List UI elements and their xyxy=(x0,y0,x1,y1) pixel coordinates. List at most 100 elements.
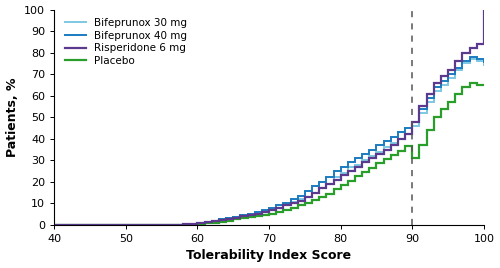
Bifeprunox 30 mg xyxy=(252,213,258,216)
Bifeprunox 30 mg xyxy=(338,172,344,175)
Bifeprunox 40 mg xyxy=(431,85,437,89)
Placebo xyxy=(223,219,229,222)
Bifeprunox 30 mg xyxy=(273,206,279,209)
Risperidone 6 mg xyxy=(302,195,308,199)
Placebo xyxy=(438,107,444,110)
Risperidone 6 mg xyxy=(474,42,480,46)
Bifeprunox 30 mg xyxy=(445,77,451,80)
Bifeprunox 30 mg xyxy=(481,64,487,67)
Bifeprunox 30 mg xyxy=(266,208,272,211)
Bifeprunox 30 mg xyxy=(474,59,480,63)
Bifeprunox 30 mg xyxy=(316,187,322,190)
Risperidone 6 mg xyxy=(259,210,265,214)
Bifeprunox 30 mg xyxy=(294,198,300,201)
Bifeprunox 40 mg xyxy=(230,215,236,218)
Risperidone 6 mg xyxy=(51,223,57,226)
Bifeprunox 40 mg xyxy=(208,219,214,222)
Bifeprunox 40 mg xyxy=(466,55,472,58)
Bifeprunox 40 mg xyxy=(187,222,193,225)
Bifeprunox 30 mg xyxy=(359,159,365,162)
Risperidone 6 mg xyxy=(294,200,300,203)
Placebo xyxy=(238,217,244,220)
Bifeprunox 40 mg xyxy=(316,180,322,183)
Placebo xyxy=(259,214,265,217)
Bifeprunox 30 mg xyxy=(51,223,57,226)
Risperidone 6 mg xyxy=(252,213,258,216)
Risperidone 6 mg xyxy=(431,81,437,84)
Placebo xyxy=(338,183,344,187)
Risperidone 6 mg xyxy=(416,105,422,108)
Y-axis label: Patients, %: Patients, % xyxy=(6,77,18,157)
Placebo xyxy=(202,222,207,225)
Risperidone 6 mg xyxy=(280,204,286,207)
Risperidone 6 mg xyxy=(366,157,372,160)
Bifeprunox 40 mg xyxy=(410,120,416,123)
Bifeprunox 40 mg xyxy=(374,144,380,147)
Bifeprunox 40 mg xyxy=(180,223,186,226)
Risperidone 6 mg xyxy=(410,120,416,123)
Bifeprunox 30 mg xyxy=(208,219,214,222)
Bifeprunox 30 mg xyxy=(302,195,308,199)
Risperidone 6 mg xyxy=(352,165,358,168)
Bifeprunox 40 mg xyxy=(244,212,250,215)
Placebo xyxy=(302,202,308,205)
Placebo xyxy=(266,213,272,216)
Line: Placebo: Placebo xyxy=(54,83,484,225)
Bifeprunox 30 mg xyxy=(324,182,330,185)
Bifeprunox 30 mg xyxy=(194,221,200,224)
Placebo xyxy=(431,116,437,119)
Risperidone 6 mg xyxy=(173,223,179,226)
Placebo xyxy=(352,175,358,178)
Bifeprunox 30 mg xyxy=(366,154,372,158)
Bifeprunox 40 mg xyxy=(194,221,200,224)
Placebo xyxy=(345,179,351,182)
Risperidone 6 mg xyxy=(359,161,365,164)
Bifeprunox 30 mg xyxy=(438,83,444,87)
Bifeprunox 40 mg xyxy=(223,216,229,219)
Risperidone 6 mg xyxy=(187,222,193,226)
Placebo xyxy=(288,206,294,209)
Placebo xyxy=(252,215,258,218)
Bifeprunox 30 mg xyxy=(380,146,386,149)
Bifeprunox 40 mg xyxy=(302,190,308,193)
Bifeprunox 40 mg xyxy=(202,220,207,223)
Bifeprunox 30 mg xyxy=(395,137,401,140)
Placebo xyxy=(324,192,330,195)
Bifeprunox 40 mg xyxy=(438,79,444,82)
Bifeprunox 40 mg xyxy=(402,126,408,130)
Risperidone 6 mg xyxy=(452,59,458,63)
Placebo xyxy=(374,162,380,165)
Placebo xyxy=(460,85,466,89)
Bifeprunox 30 mg xyxy=(374,150,380,153)
Bifeprunox 40 mg xyxy=(238,214,244,217)
Bifeprunox 40 mg xyxy=(173,223,179,226)
Bifeprunox 40 mg xyxy=(216,218,222,221)
Bifeprunox 30 mg xyxy=(230,216,236,219)
Bifeprunox 40 mg xyxy=(424,96,430,99)
Risperidone 6 mg xyxy=(324,182,330,185)
Bifeprunox 40 mg xyxy=(338,165,344,168)
Risperidone 6 mg xyxy=(460,51,466,54)
Placebo xyxy=(445,100,451,104)
Bifeprunox 40 mg xyxy=(309,184,315,188)
Legend: Bifeprunox 30 mg, Bifeprunox 40 mg, Risperidone 6 mg, Placebo: Bifeprunox 30 mg, Bifeprunox 40 mg, Risp… xyxy=(60,14,191,70)
Risperidone 6 mg xyxy=(345,169,351,173)
Risperidone 6 mg xyxy=(316,187,322,190)
Risperidone 6 mg xyxy=(230,216,236,219)
Bifeprunox 30 mg xyxy=(330,176,336,179)
Bifeprunox 40 mg xyxy=(51,223,57,226)
Placebo xyxy=(402,145,408,148)
Bifeprunox 30 mg xyxy=(388,142,394,145)
Bifeprunox 40 mg xyxy=(280,202,286,205)
Risperidone 6 mg xyxy=(445,68,451,72)
Placebo xyxy=(280,208,286,211)
Bifeprunox 30 mg xyxy=(280,204,286,207)
Bifeprunox 30 mg xyxy=(410,124,416,127)
Risperidone 6 mg xyxy=(180,223,186,226)
Placebo xyxy=(51,223,57,226)
Bifeprunox 30 mg xyxy=(352,163,358,166)
Placebo xyxy=(330,188,336,191)
Placebo xyxy=(216,220,222,223)
Placebo xyxy=(366,166,372,169)
Bifeprunox 40 mg xyxy=(345,161,351,164)
